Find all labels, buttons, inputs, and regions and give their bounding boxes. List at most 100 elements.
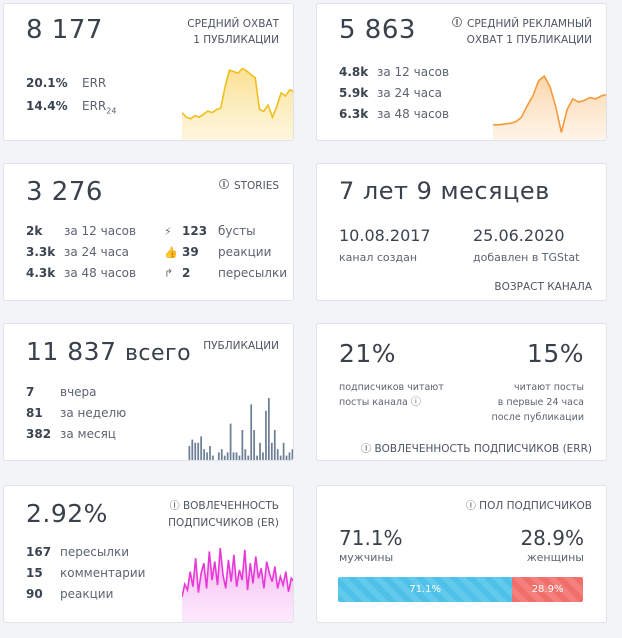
stories-row-label: за 48 часов: [64, 266, 137, 280]
stories-row-value: 3.3k: [26, 245, 56, 259]
er-label: ⓘ ВОВЛЕЧЕННОСТЬ ПОДПИСЧИКОВ (ER): [168, 500, 279, 529]
card-gender: ⓘ ПОЛ ПОДПИСЧИКОВ 71.1% мужчины 28.9% же…: [316, 485, 607, 623]
er-row: 15 комментарии: [26, 563, 145, 584]
card-average-reach: 8 177 СРЕДНИЙ ОХВАТ 1 ПУБЛИКАЦИИ 20.1% ER…: [3, 3, 294, 141]
added-date: 25.06.2020: [473, 226, 565, 245]
publications-bar: [200, 436, 203, 460]
publications-row: 382 за месяц: [26, 424, 116, 445]
channel-age-label: ВОЗРАСТ КАНАЛА: [494, 281, 592, 293]
ad-reach-row: 5.9k за 24 часа: [339, 83, 442, 104]
publications-bar: [226, 452, 229, 460]
publications-bar-chart: [188, 398, 293, 460]
info-icon[interactable]: ⓘ: [465, 501, 476, 512]
er-value: 2.92%: [26, 499, 108, 528]
err-value: 20.1%: [26, 76, 68, 90]
err24-label: ERR: [82, 99, 107, 113]
ad-reach-sparkline-area: [493, 76, 606, 140]
stories-label: ⓘ STORIES: [218, 180, 279, 192]
card-er: 2.92% ⓘ ВОВЛЕЧЕННОСТЬ ПОДПИСЧИКОВ (ER) 1…: [3, 485, 294, 623]
info-icon[interactable]: ⓘ: [451, 18, 462, 29]
info-icon[interactable]: ⓘ: [218, 180, 229, 191]
er-row: 167 пересылки: [26, 542, 129, 563]
stories-stat-row: 👍 39 реакции: [164, 242, 271, 263]
publications-bar: [253, 430, 256, 460]
male-value: 71.1%: [339, 526, 403, 550]
publications-bar: [241, 430, 244, 460]
stories-stat-value: 2: [182, 266, 191, 280]
er-sparkline-line: [182, 547, 293, 597]
er-sparkline: [182, 547, 293, 622]
er-row-value: 15: [26, 566, 43, 580]
publications-bar: [209, 446, 211, 460]
publications-bar: [212, 455, 214, 460]
stories-stat-value: 39: [182, 245, 199, 259]
created-date: 10.08.2017: [339, 226, 431, 245]
publications-bar: [191, 439, 194, 460]
gender-label: ⓘ ПОЛ ПОДПИСЧИКОВ: [465, 500, 592, 512]
publications-bar: [238, 455, 241, 460]
publications-bar: [279, 455, 282, 460]
ad-reach-row-label: за 48 часов: [377, 107, 450, 121]
stories-value: 3 276: [26, 177, 103, 207]
publications-row-label: вчера: [60, 385, 97, 399]
reach-sparkline: [182, 67, 293, 140]
publications-bar: [262, 452, 264, 460]
thumbs-up-icon: 👍: [164, 246, 178, 259]
gender-progress-bar: 71.1% 28.9%: [338, 577, 583, 602]
card-ad-reach: 5 863 ⓘ СРЕДНИЙ РЕКЛАМНЫЙ ОХВАТ 1 ПУБЛИКА…: [316, 3, 607, 141]
bolt-icon: ⚡: [164, 225, 172, 238]
err-right-value: 15%: [526, 339, 584, 368]
stories-stat-row: ⚡ 123 бусты: [164, 221, 256, 242]
female-label: женщины: [526, 551, 584, 564]
publications-bar: [194, 442, 197, 460]
added-label: добавлен в TGStat: [473, 251, 580, 264]
channel-age-value: 7 лет 9 месяцев: [339, 177, 550, 205]
ad-reach-label: ⓘ СРЕДНИЙ РЕКЛАМНЫЙ ОХВАТ 1 ПУБЛИКАЦИИ: [451, 18, 592, 46]
ad-reach-value: 5 863: [339, 15, 416, 45]
publications-bar: [259, 442, 261, 460]
reach-sparkline-area: [182, 68, 293, 140]
publications-bar: [247, 455, 250, 460]
stories-row-value: 4.3k: [26, 266, 56, 280]
male-share-bar: 71.1%: [338, 577, 513, 602]
female-share-bar: 28.9%: [512, 577, 583, 602]
card-err: 21% подписчиков читают посты канала ⓘ 15…: [316, 323, 607, 461]
publications-row-label: за месяц: [60, 427, 116, 441]
publications-row: 81 за неделю: [26, 403, 126, 424]
publications-bar: [232, 452, 235, 460]
stories-row-label: за 24 часа: [64, 245, 130, 259]
publications-bar: [288, 452, 291, 460]
publications-bar: [270, 442, 273, 460]
ad-reach-row-label: за 12 часов: [377, 65, 450, 79]
info-icon[interactable]: ⓘ: [361, 444, 372, 455]
publications-bar: [223, 455, 226, 460]
err-right-text: читают посты в первые 24 часа после публ…: [491, 382, 585, 423]
err24-subscript: 24: [106, 106, 117, 116]
err-row: 20.1% ERR: [26, 73, 106, 94]
er-row-label: комментарии: [60, 566, 146, 580]
err24-value: 14.4%: [26, 99, 68, 113]
ad-reach-row-value: 5.9k: [339, 86, 369, 100]
stories-row: 3.3k за 24 часа: [26, 242, 129, 263]
average-reach-value: 8 177: [26, 15, 103, 45]
publications-bar: [235, 452, 238, 460]
publications-bar: [256, 455, 258, 460]
er-row-value: 167: [26, 545, 52, 559]
publications-bar: [203, 449, 205, 460]
publications-row-value: 382: [26, 427, 52, 441]
publications-bar: [244, 449, 247, 460]
stories-row: 2k за 12 часов: [26, 221, 136, 242]
ad-reach-row: 6.3k за 48 часов: [339, 104, 449, 125]
card-channel-age: 7 лет 9 месяцев 10.08.2017 канал создан …: [316, 163, 607, 301]
publications-bar: [229, 423, 232, 460]
publications-bar: [206, 452, 208, 460]
info-icon[interactable]: ⓘ: [169, 501, 180, 512]
stories-row-value: 2k: [26, 224, 43, 238]
average-reach-label: СРЕДНИЙ ОХВАТ 1 ПУБЛИКАЦИИ: [187, 18, 279, 46]
err-label: ERR: [82, 76, 107, 90]
reach-sparkline-line: [182, 67, 293, 120]
ad-reach-row-label: за 24 часа: [377, 86, 443, 100]
er-row-label: реакции: [60, 587, 114, 601]
stories-stat-value: 123: [182, 224, 208, 238]
info-icon[interactable]: ⓘ: [410, 397, 421, 408]
